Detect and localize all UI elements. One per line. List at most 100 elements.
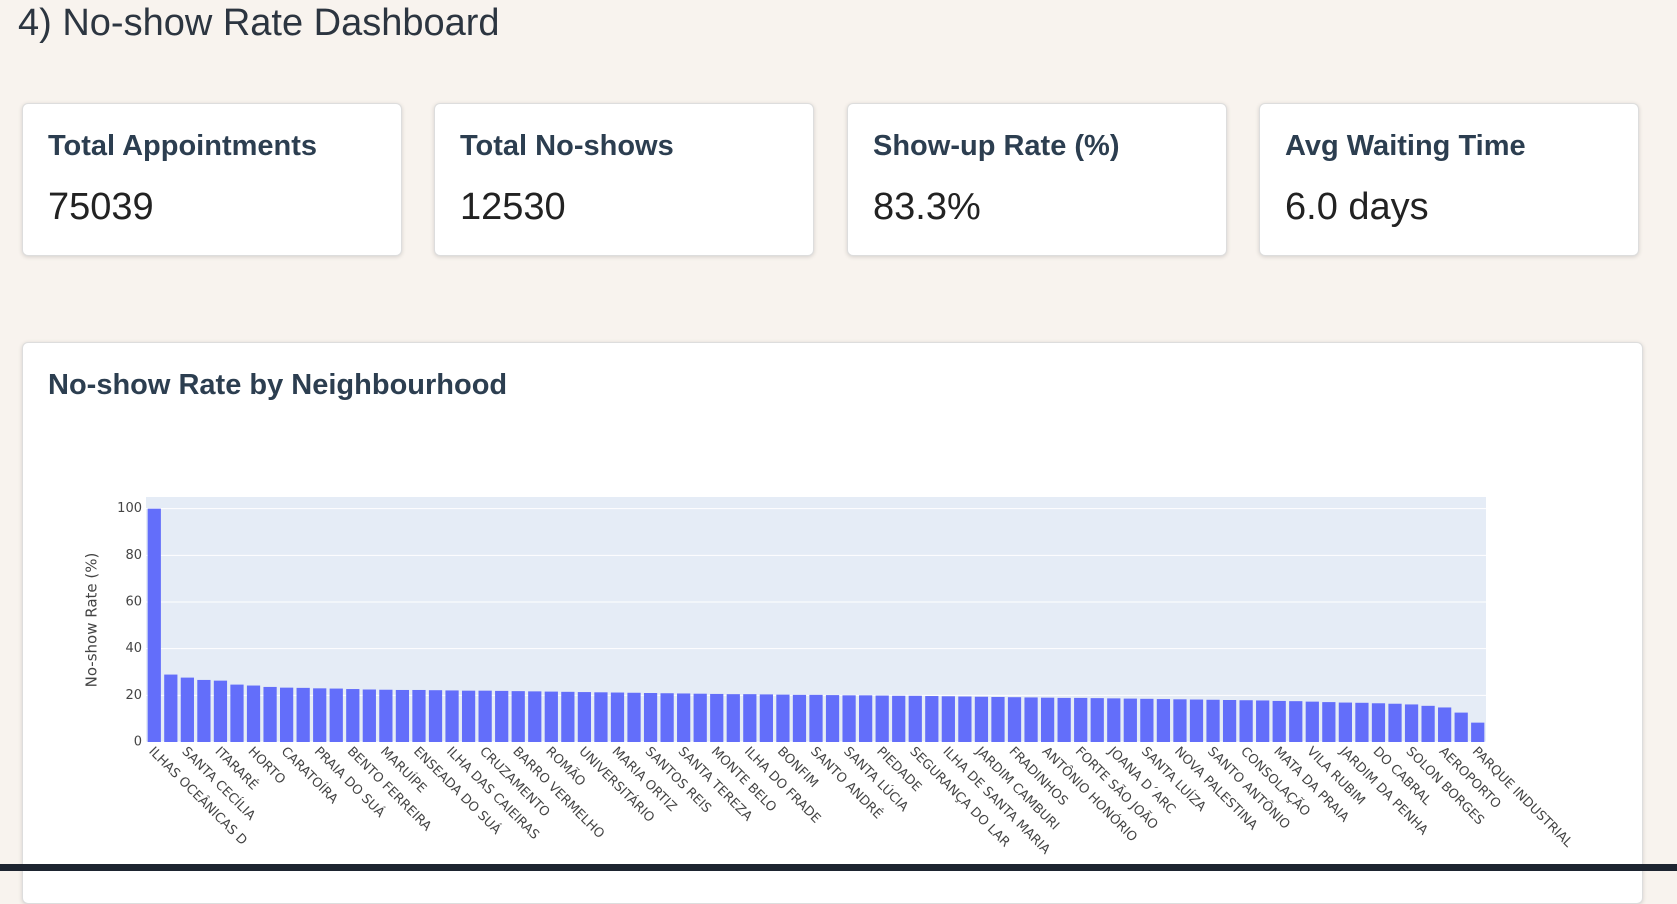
bar bbox=[296, 687, 310, 742]
bar bbox=[1156, 699, 1171, 742]
bar bbox=[776, 694, 790, 742]
bar bbox=[445, 690, 459, 742]
kpi-label: Avg Waiting Time bbox=[1285, 130, 1526, 162]
bar bbox=[528, 691, 542, 742]
bar bbox=[1239, 700, 1253, 742]
kpi-label: Show-up Rate (%) bbox=[873, 130, 1120, 162]
bar bbox=[561, 691, 575, 742]
bar bbox=[1421, 705, 1435, 742]
kpi-card: Show-up Rate (%) 83.3% bbox=[847, 103, 1227, 256]
bar bbox=[875, 695, 889, 742]
bar bbox=[1189, 699, 1204, 742]
bar bbox=[280, 687, 294, 742]
kpi-label: Total Appointments bbox=[48, 130, 318, 162]
y-tick-label: 60 bbox=[125, 595, 142, 610]
kpi-card: Avg Waiting Time 6.0 days bbox=[1259, 103, 1639, 256]
bar bbox=[329, 688, 343, 742]
bar bbox=[164, 674, 178, 742]
bar bbox=[313, 688, 327, 742]
bar bbox=[346, 689, 360, 742]
kpi-value: 75039 bbox=[48, 186, 154, 228]
bar bbox=[1074, 697, 1088, 742]
chart-title: No-show Rate by Neighbourhood bbox=[48, 369, 508, 401]
bar bbox=[1289, 701, 1303, 742]
kpi-card: Total No-shows 12530 bbox=[434, 103, 814, 256]
bar bbox=[1140, 698, 1154, 742]
bar bbox=[1090, 698, 1104, 742]
bar bbox=[511, 691, 525, 742]
bar bbox=[1388, 703, 1402, 742]
bar bbox=[1222, 700, 1237, 742]
bar bbox=[362, 689, 376, 742]
bar bbox=[1107, 698, 1121, 742]
taskbar-strip bbox=[0, 864, 1677, 871]
bar bbox=[693, 693, 707, 742]
bar bbox=[643, 693, 658, 742]
kpi-value: 6.0 days bbox=[1285, 186, 1429, 228]
y-axis-title: No-show Rate (%) bbox=[83, 553, 101, 688]
bar bbox=[1322, 702, 1336, 742]
bar bbox=[1024, 697, 1038, 742]
kpi-label: Total No-shows bbox=[460, 130, 674, 162]
bar bbox=[941, 696, 955, 742]
bar bbox=[1471, 722, 1485, 742]
bar bbox=[892, 695, 906, 742]
bar bbox=[974, 696, 989, 742]
bar bbox=[743, 694, 757, 742]
bar bbox=[1057, 697, 1071, 742]
bar bbox=[1040, 697, 1055, 742]
bar bbox=[577, 692, 592, 742]
bar bbox=[759, 694, 773, 742]
bar bbox=[478, 690, 492, 742]
bar bbox=[991, 696, 1005, 742]
bar bbox=[1454, 712, 1468, 742]
bar bbox=[495, 690, 509, 742]
bar bbox=[213, 680, 228, 742]
bar bbox=[958, 696, 972, 742]
kpi-card: Total Appointments 75039 bbox=[22, 103, 402, 256]
bar bbox=[627, 692, 641, 742]
bar bbox=[825, 695, 840, 742]
bar bbox=[710, 693, 724, 742]
bar bbox=[461, 690, 476, 742]
kpi-value: 83.3% bbox=[873, 186, 981, 228]
bar bbox=[908, 695, 922, 742]
bar bbox=[230, 684, 244, 742]
bar bbox=[1206, 699, 1220, 742]
bar bbox=[544, 691, 558, 742]
bar bbox=[677, 693, 691, 742]
bar bbox=[379, 689, 393, 742]
bar bbox=[180, 677, 194, 742]
bar bbox=[197, 679, 211, 742]
bar bbox=[726, 694, 740, 742]
bar bbox=[1123, 698, 1137, 742]
bar bbox=[660, 693, 674, 742]
bar bbox=[1404, 704, 1419, 742]
y-tick-label: 0 bbox=[134, 735, 142, 750]
y-tick-label: 100 bbox=[117, 501, 142, 516]
y-tick-label: 20 bbox=[125, 688, 142, 703]
bar bbox=[1371, 703, 1386, 742]
page-title: 4) No-show Rate Dashboard bbox=[18, 2, 500, 44]
bar bbox=[428, 690, 443, 742]
bar bbox=[1338, 702, 1352, 742]
bar bbox=[594, 692, 608, 742]
bar bbox=[842, 695, 856, 742]
bar bbox=[1007, 697, 1022, 742]
bar bbox=[792, 694, 807, 742]
bar bbox=[246, 685, 261, 742]
bar bbox=[809, 694, 823, 742]
bar bbox=[395, 689, 410, 742]
y-tick-label: 80 bbox=[125, 548, 142, 563]
bar bbox=[859, 695, 873, 742]
bar bbox=[263, 686, 277, 742]
y-tick-label: 40 bbox=[125, 641, 142, 656]
bar bbox=[1438, 707, 1452, 742]
bar bbox=[610, 692, 625, 742]
bar bbox=[1305, 701, 1319, 742]
bar bbox=[1173, 699, 1187, 742]
bar bbox=[925, 696, 939, 742]
bar bbox=[147, 508, 161, 742]
